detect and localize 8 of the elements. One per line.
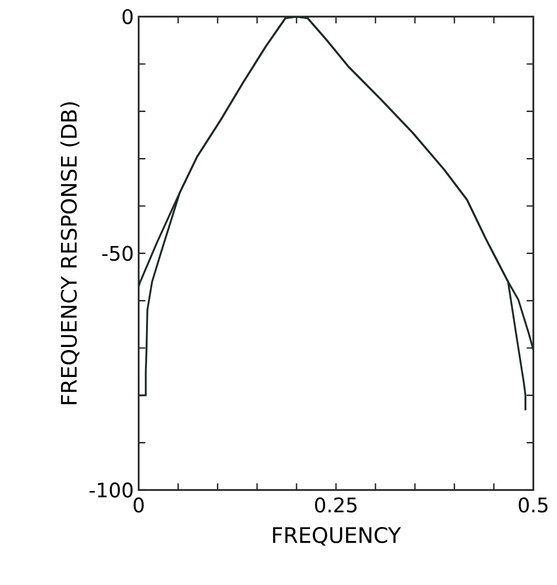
y-tick-label: 0 [122,9,133,24]
y-tick-label: -50 [102,246,133,261]
y-tick-label: -100 [90,482,133,498]
x-axis-title: FREQUENCY [273,526,402,546]
x-tick-label: 0.5 [518,497,548,513]
y-axis-title: FREQUENCY RESPONSE (DB) [60,102,80,404]
x-tick-label: 0 [134,497,144,513]
x-tick-label: 0.25 [315,497,357,513]
